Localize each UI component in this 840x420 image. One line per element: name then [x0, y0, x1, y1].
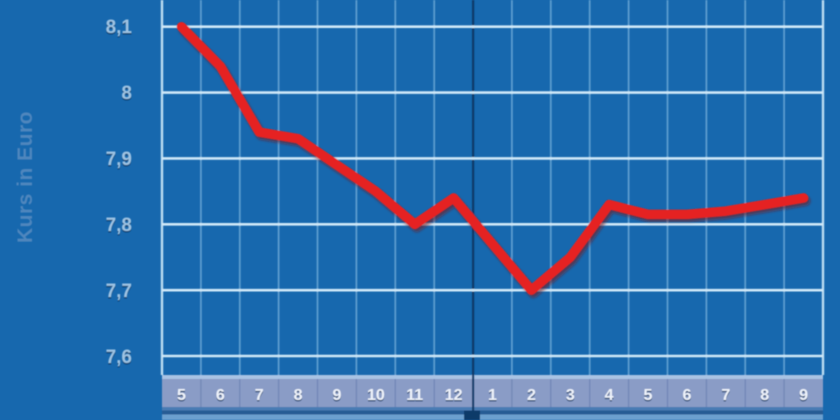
svg-text:10: 10: [367, 387, 385, 404]
svg-text:Kurs in Euro: Kurs in Euro: [14, 111, 37, 243]
svg-text:7: 7: [721, 387, 730, 404]
svg-text:8: 8: [760, 387, 769, 404]
svg-text:8: 8: [294, 387, 303, 404]
svg-text:5: 5: [177, 387, 186, 404]
svg-text:9: 9: [799, 387, 808, 404]
svg-text:8,1: 8,1: [106, 17, 133, 38]
svg-text:12: 12: [445, 387, 463, 404]
svg-text:7,8: 7,8: [106, 215, 132, 236]
svg-text:6: 6: [216, 387, 225, 404]
svg-text:3: 3: [566, 387, 575, 404]
svg-text:7: 7: [255, 387, 264, 404]
svg-text:6: 6: [682, 387, 691, 404]
svg-text:1: 1: [488, 387, 497, 404]
svg-text:4: 4: [605, 387, 614, 404]
svg-text:7,7: 7,7: [106, 281, 132, 302]
svg-text:9: 9: [333, 387, 342, 404]
svg-text:8: 8: [121, 83, 132, 104]
svg-text:2: 2: [527, 387, 536, 404]
svg-text:7,9: 7,9: [106, 149, 132, 170]
svg-text:5: 5: [644, 387, 653, 404]
svg-text:11: 11: [406, 387, 423, 404]
svg-text:7,6: 7,6: [106, 347, 132, 368]
